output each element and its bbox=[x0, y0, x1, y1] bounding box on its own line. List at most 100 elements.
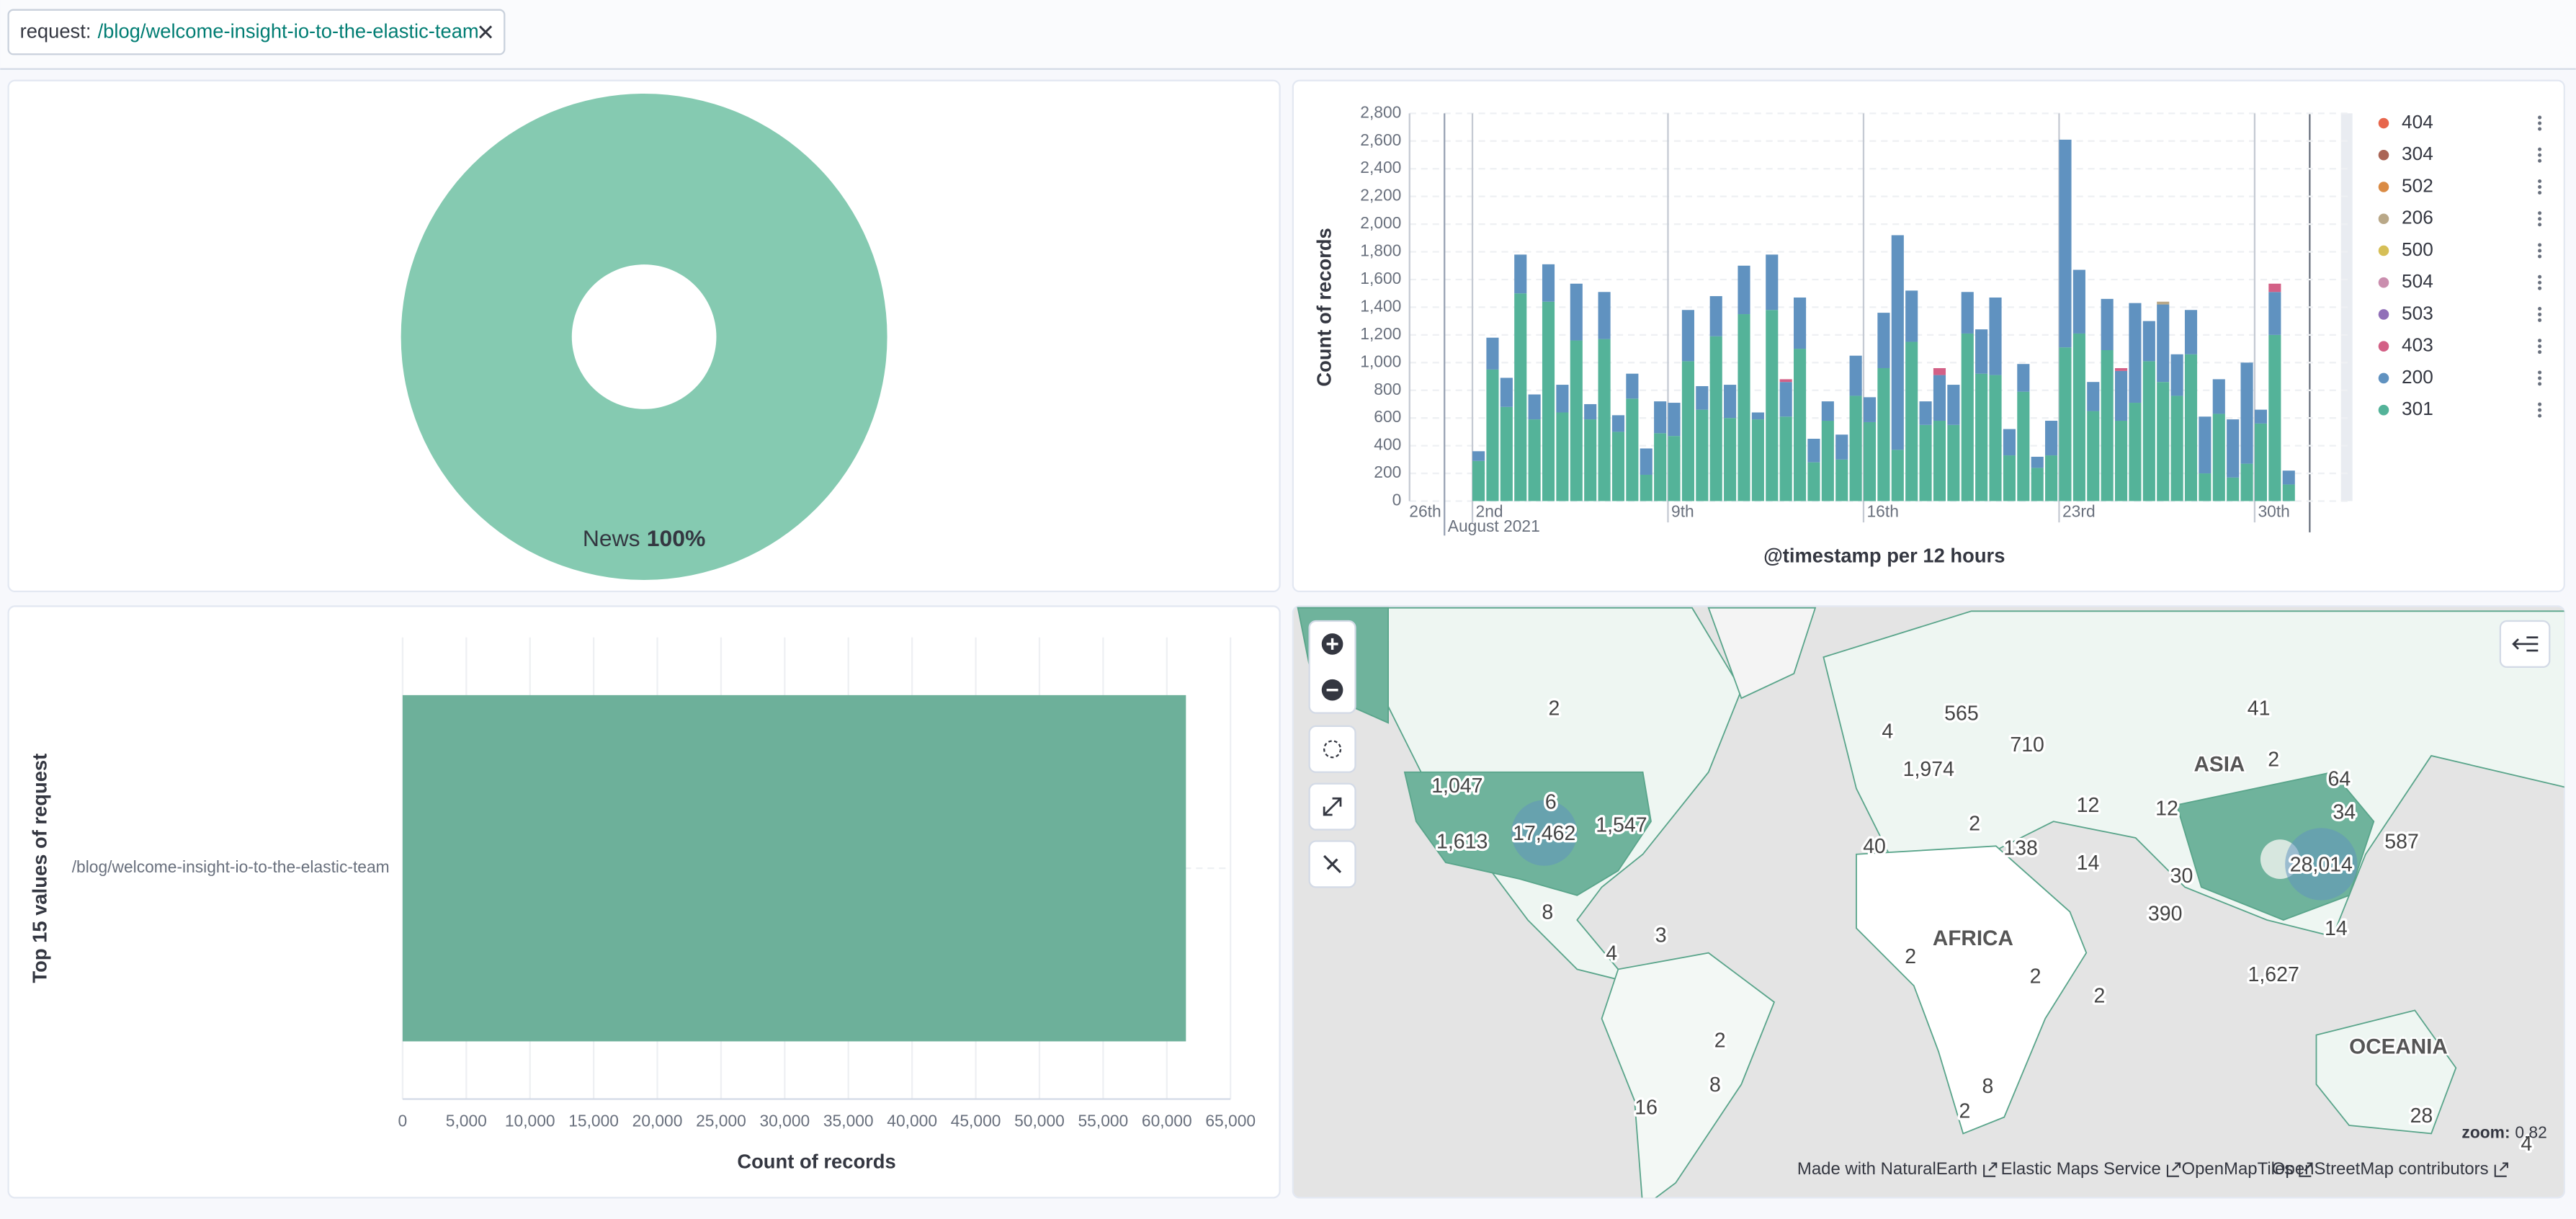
bar-segment[interactable] bbox=[1989, 375, 2002, 501]
bar-segment[interactable] bbox=[2031, 456, 2044, 468]
bar-segment[interactable] bbox=[1766, 310, 1779, 501]
bar-segment[interactable] bbox=[1919, 401, 1932, 425]
bar-segment[interactable] bbox=[2157, 304, 2170, 383]
bar-segment[interactable] bbox=[1947, 424, 1960, 501]
bar-segment[interactable] bbox=[1598, 292, 1611, 339]
bar-segment[interactable] bbox=[2129, 403, 2142, 501]
bar-segment[interactable] bbox=[1668, 436, 1681, 501]
bar-segment[interactable] bbox=[2184, 310, 2198, 354]
bar-segment[interactable] bbox=[1570, 340, 1583, 501]
bar-segment[interactable] bbox=[1877, 313, 1890, 368]
bar-segment[interactable] bbox=[1961, 292, 1974, 334]
bar-segment[interactable] bbox=[2114, 421, 2128, 501]
bar-segment[interactable] bbox=[2017, 391, 2030, 501]
bar-segment[interactable] bbox=[1668, 403, 1681, 437]
bar-segment[interactable] bbox=[2282, 484, 2295, 501]
bar-segment[interactable] bbox=[2268, 292, 2281, 335]
bar-segment[interactable] bbox=[1570, 283, 1583, 341]
bar-segment[interactable] bbox=[1681, 310, 1694, 362]
bar-segment[interactable] bbox=[2031, 468, 2044, 501]
bar-segment[interactable] bbox=[2129, 303, 2142, 403]
bar-segment[interactable] bbox=[2045, 421, 2058, 456]
bar-segment[interactable] bbox=[2045, 455, 2058, 501]
legend-label[interactable]: 206 bbox=[2402, 207, 2433, 228]
bar-segment[interactable] bbox=[2003, 455, 2016, 501]
filter-pill[interactable] bbox=[7, 9, 506, 55]
filter-text[interactable]: request: /blog/welcome-insight-io-to-the-… bbox=[20, 20, 479, 43]
bar-segment[interactable] bbox=[1933, 367, 1946, 375]
attribution-link[interactable]: OpenMapTiles bbox=[2181, 1159, 2293, 1179]
bar-segment[interactable] bbox=[1821, 421, 1834, 501]
bar-segment[interactable] bbox=[1975, 329, 1988, 374]
bar-segment[interactable] bbox=[1472, 460, 1485, 501]
legend-label[interactable]: 200 bbox=[2402, 366, 2433, 388]
bar-segment[interactable] bbox=[1947, 385, 1960, 425]
bar-segment[interactable] bbox=[2184, 354, 2198, 501]
bar-segment[interactable] bbox=[2157, 301, 2170, 305]
bar-segment[interactable] bbox=[1807, 439, 1820, 463]
bar-segment[interactable] bbox=[2170, 354, 2183, 396]
bar-segment[interactable] bbox=[1849, 355, 1862, 396]
legend-label[interactable]: 304 bbox=[2402, 143, 2433, 164]
attribution-link[interactable]: Elastic Maps Service bbox=[2001, 1159, 2161, 1179]
bar-segment[interactable] bbox=[1696, 385, 1709, 410]
bar-segment[interactable] bbox=[1779, 382, 1792, 417]
bar-segment[interactable] bbox=[2087, 411, 2100, 501]
attribution-link[interactable]: OpenStreetMap contributors bbox=[2272, 1159, 2489, 1179]
legend-label[interactable]: 301 bbox=[2402, 398, 2433, 419]
bar-segment[interactable] bbox=[2142, 321, 2155, 362]
bar-segment[interactable] bbox=[2170, 396, 2183, 501]
bar-segment[interactable] bbox=[1486, 337, 1499, 370]
bar-segment[interactable] bbox=[2227, 419, 2240, 478]
bar-segment[interactable] bbox=[2059, 139, 2072, 348]
cluster[interactable] bbox=[1511, 800, 1578, 866]
attribution-link[interactable]: Made with NaturalEarth bbox=[1797, 1159, 1977, 1179]
legend-label[interactable]: 502 bbox=[2402, 174, 2433, 196]
bar-segment[interactable] bbox=[1514, 254, 1527, 294]
bar-segment[interactable] bbox=[2268, 283, 2281, 293]
bar-segment[interactable] bbox=[2101, 350, 2114, 501]
bar-segment[interactable] bbox=[1696, 409, 1709, 501]
bar-segment[interactable] bbox=[1640, 474, 1653, 501]
bar-segment[interactable] bbox=[1738, 265, 1750, 315]
bar-segment[interactable] bbox=[1905, 290, 1918, 342]
bar-segment[interactable] bbox=[2254, 409, 2268, 424]
bar-segment[interactable] bbox=[1766, 254, 1779, 311]
bar-segment[interactable] bbox=[1807, 462, 1820, 501]
bar-segment[interactable] bbox=[1724, 385, 1737, 419]
bar-segment[interactable] bbox=[1779, 416, 1792, 501]
bar-segment[interactable] bbox=[1891, 450, 1904, 501]
bar-segment[interactable] bbox=[1681, 361, 1694, 501]
bar-segment[interactable] bbox=[1500, 378, 1513, 407]
bar-segment[interactable] bbox=[2254, 423, 2268, 501]
bar-segment[interactable] bbox=[1835, 459, 1848, 501]
bar-segment[interactable] bbox=[1863, 397, 1877, 422]
bar-segment[interactable] bbox=[1556, 412, 1569, 501]
bar-segment[interactable] bbox=[2240, 463, 2253, 501]
bar-segment[interactable] bbox=[2017, 364, 2030, 392]
bar-segment[interactable] bbox=[2114, 370, 2128, 421]
bar-segment[interactable] bbox=[1598, 339, 1611, 501]
filter-remove[interactable] bbox=[479, 25, 493, 39]
bar-segment[interactable] bbox=[1654, 433, 1667, 501]
bar-segment[interactable] bbox=[1751, 419, 1764, 501]
bar-segment[interactable] bbox=[1486, 369, 1499, 501]
bar-segment[interactable] bbox=[2114, 367, 2128, 371]
bar-segment[interactable] bbox=[1835, 434, 1848, 460]
bar-segment[interactable] bbox=[1584, 419, 1597, 501]
bar-segment[interactable] bbox=[1738, 314, 1750, 501]
bar-segment[interactable] bbox=[2059, 347, 2072, 501]
bar-segment[interactable] bbox=[1779, 379, 1792, 383]
bar-segment[interactable] bbox=[1975, 373, 1988, 501]
bar-segment[interactable] bbox=[1528, 394, 1541, 420]
bar-segment[interactable] bbox=[2003, 429, 2016, 456]
bar-segment[interactable] bbox=[1556, 385, 1569, 413]
bar-segment[interactable] bbox=[1724, 418, 1737, 501]
bar-segment[interactable] bbox=[1794, 297, 1807, 349]
bar-segment[interactable] bbox=[1863, 421, 1877, 501]
bar-segment[interactable] bbox=[2212, 414, 2225, 501]
bar-segment[interactable] bbox=[1709, 336, 1722, 501]
bar-segment[interactable] bbox=[1654, 401, 1667, 434]
bar-segment[interactable] bbox=[2282, 470, 2295, 485]
bar-segment[interactable] bbox=[1961, 333, 1974, 501]
